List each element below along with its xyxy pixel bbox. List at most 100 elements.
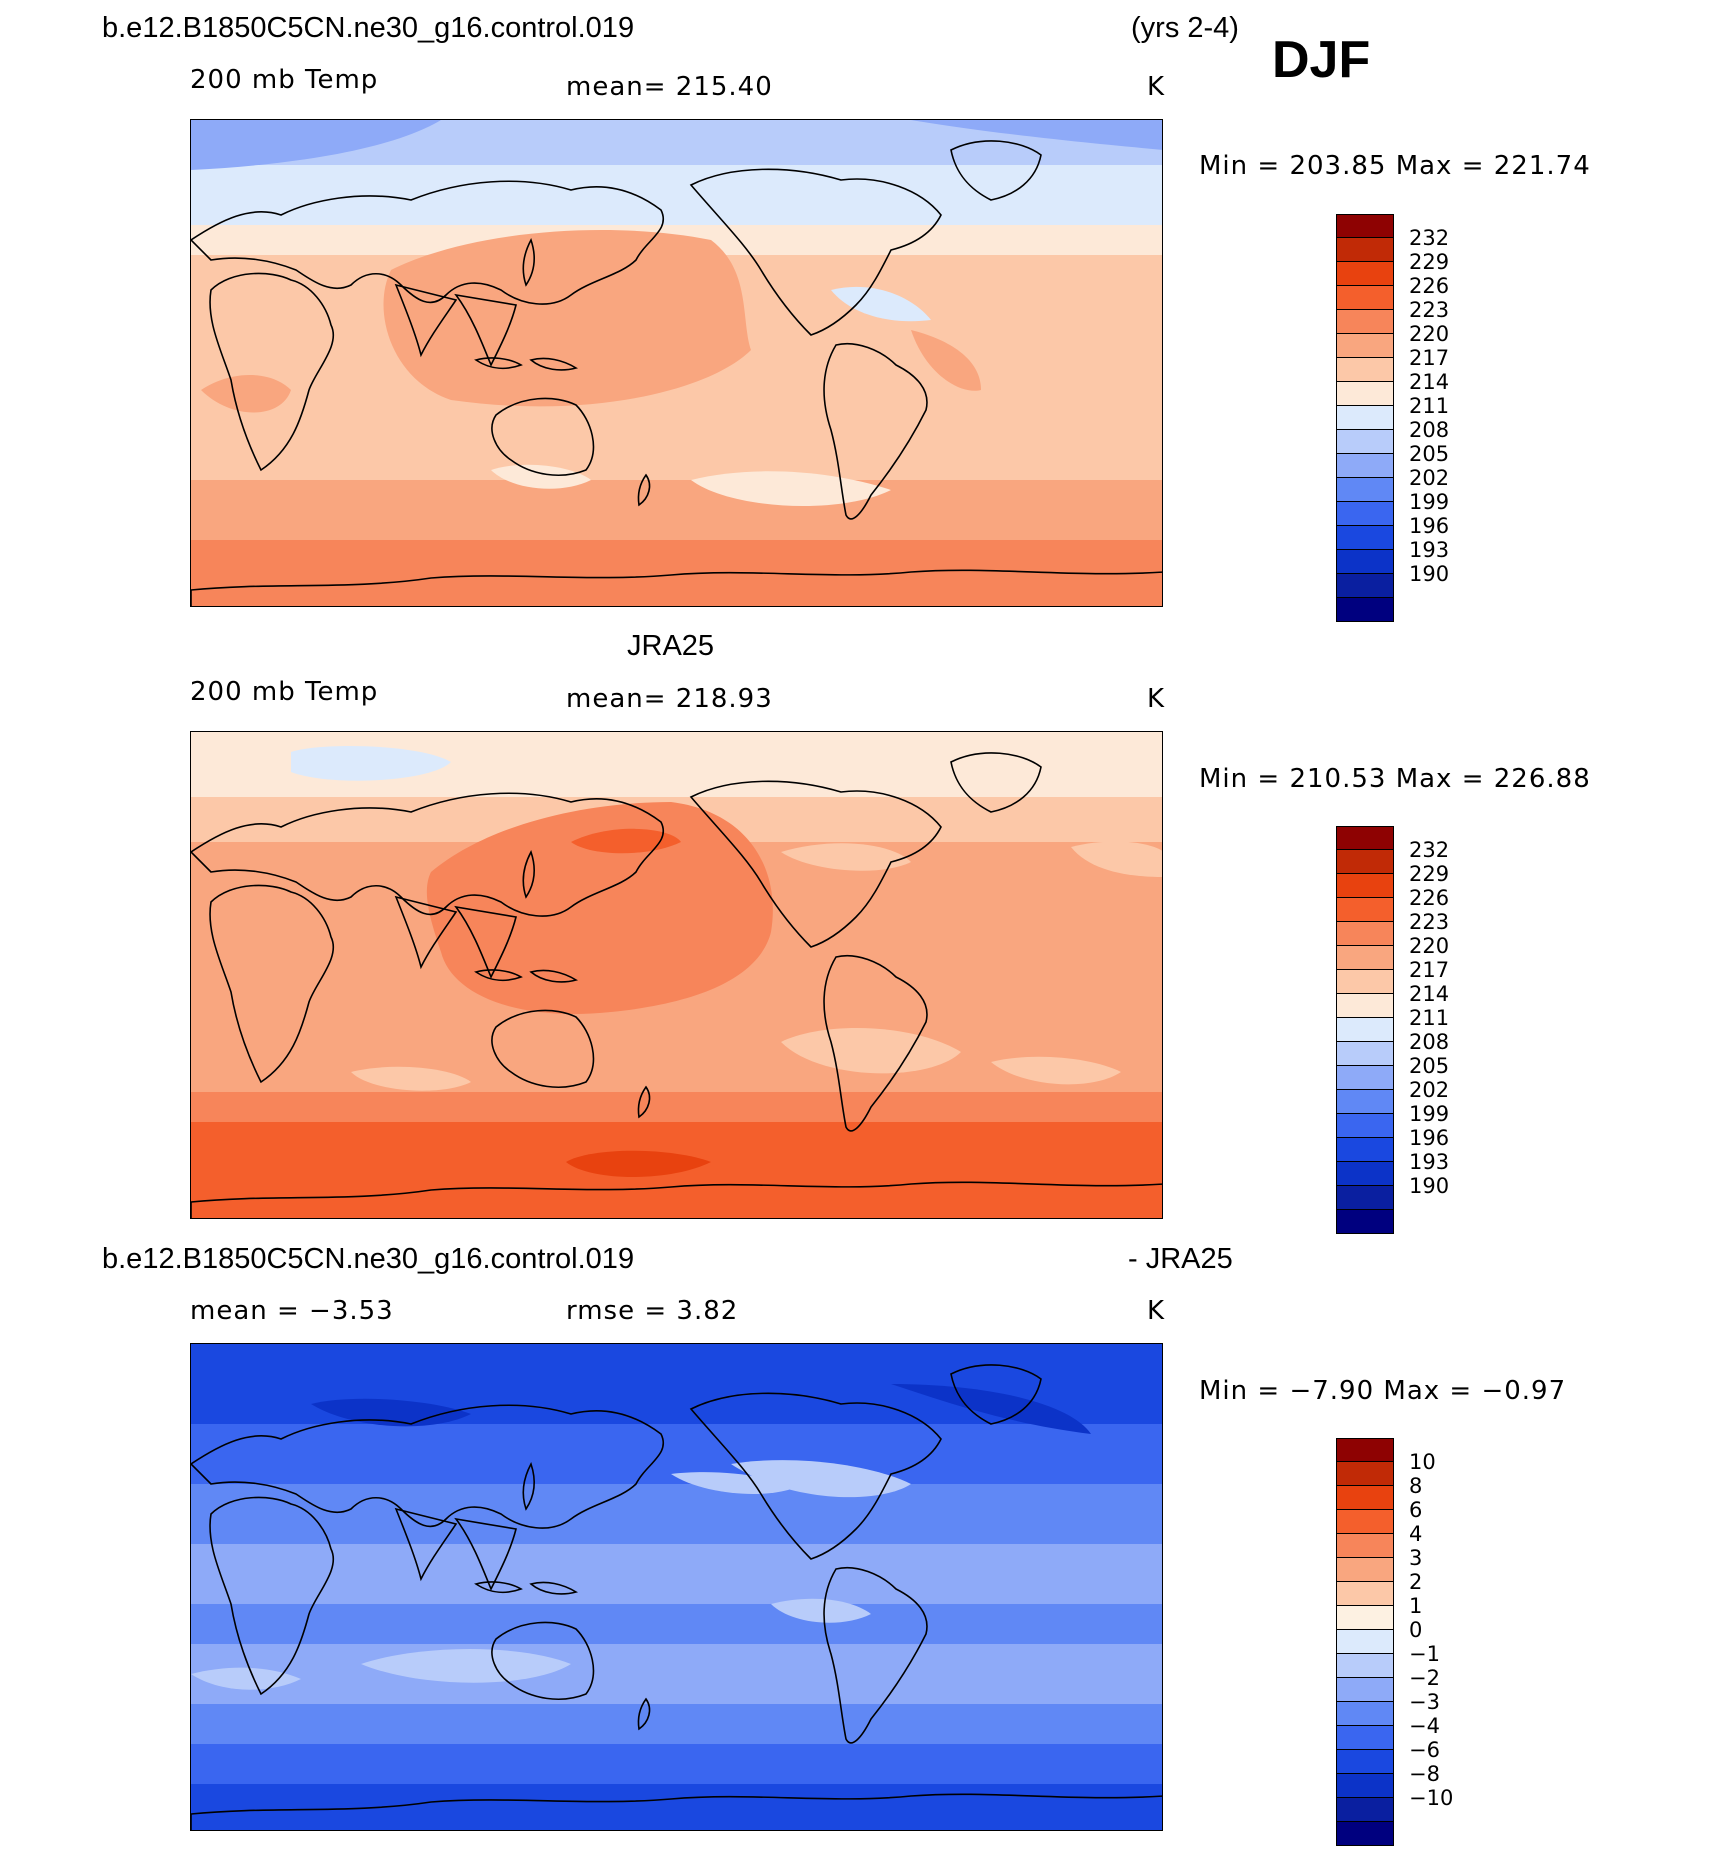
colorbar-tick-label: 199 [1409,1102,1450,1126]
colorbar-swatch [1336,1606,1394,1630]
colorbar-tick-label: 193 [1409,538,1450,562]
colorbar-swatch [1336,1654,1394,1678]
colorbar-swatch [1336,1582,1394,1606]
colorbar-tick-label: 220 [1409,934,1450,958]
colorbar-swatch [1336,1114,1394,1138]
colorbar-swatch [1336,598,1394,622]
colorbar-tick-label: 214 [1409,982,1450,1006]
colorbar-swatch [1336,1798,1394,1822]
colorbar-swatch [1336,286,1394,310]
colorbar-swatch [1336,1678,1394,1702]
colorbar-tick-label: 0 [1409,1618,1423,1642]
colorbar-swatch [1336,214,1394,238]
colorbar-tick-label: 1 [1409,1594,1423,1618]
colorbar-tick-label: 232 [1409,226,1450,250]
panel3-title-right: - JRA25 [1128,1243,1233,1275]
colorbar-swatch [1336,1066,1394,1090]
colorbar-tick-label: 220 [1409,322,1450,346]
panel3-units: K [1147,1296,1166,1326]
colorbar-tick-label: 217 [1409,958,1450,982]
years-label: (yrs 2-4) [1131,12,1239,44]
colorbar-swatch [1336,1210,1394,1234]
colorbar-tick-label: −2 [1409,1666,1440,1690]
colorbar-tick-label: 10 [1409,1450,1436,1474]
panel2-map [190,731,1163,1219]
colorbar-swatch [1336,478,1394,502]
colorbar-tick-label: −8 [1409,1762,1440,1786]
colorbar-tick-label: 3 [1409,1546,1423,1570]
colorbar-tick-label: 223 [1409,910,1450,934]
colorbar-swatch [1336,1702,1394,1726]
colorbar-tick-label: 4 [1409,1522,1423,1546]
colorbar-tick-label: 226 [1409,886,1450,910]
case-title: b.e12.B1850C5CN.ne30_g16.control.019 [102,12,635,44]
panel2-mean: mean= 218.93 [566,684,773,714]
colorbar-swatch [1336,874,1394,898]
colorbar-swatch [1336,238,1394,262]
colorbar-swatch [1336,334,1394,358]
colorbar-tick-label: 199 [1409,490,1450,514]
colorbar-tick-label: 226 [1409,274,1450,298]
colorbar-tick-label: 202 [1409,466,1450,490]
panel1-variable: 200 mb Temp [190,65,379,95]
panel3-minmax: Min = −7.90 Max = −0.97 [1199,1376,1567,1406]
colorbar-tick-label: 202 [1409,1078,1450,1102]
colorbar-swatch [1336,526,1394,550]
panel1-minmax: Min = 203.85 Max = 221.74 [1199,151,1591,181]
colorbar-swatch [1336,1726,1394,1750]
panel1-map [190,119,1163,607]
colorbar-tick-label: 208 [1409,418,1450,442]
colorbar-swatch [1336,1630,1394,1654]
colorbar-tick-label: 190 [1409,1174,1450,1198]
colorbar-tick-label: 196 [1409,1126,1450,1150]
colorbar-swatch [1336,922,1394,946]
panel1-colorbar: 232 229 226 223 220 217 214 211 208 205 202 199 196 1… [1336,214,1449,622]
colorbar-tick-label: 229 [1409,250,1450,274]
colorbar-tick-label: 211 [1409,1006,1450,1030]
colorbar-tick-label: 193 [1409,1150,1450,1174]
panel2-title: JRA25 [627,630,715,662]
colorbar-tick-label: 6 [1409,1498,1423,1522]
colorbar-swatch [1336,1042,1394,1066]
colorbar-tick-label: 223 [1409,298,1450,322]
panel2-variable: 200 mb Temp [190,677,379,707]
colorbar-swatch [1336,1822,1394,1846]
colorbar-swatch [1336,1558,1394,1582]
colorbar-swatch [1336,550,1394,574]
colorbar-swatch [1336,994,1394,1018]
colorbar-swatch [1336,310,1394,334]
colorbar-swatch [1336,1534,1394,1558]
colorbar-tick-label: 190 [1409,562,1450,586]
panel2-minmax: Min = 210.53 Max = 226.88 [1199,764,1591,794]
colorbar-swatch [1336,826,1394,850]
colorbar-tick-label: −6 [1409,1738,1440,1762]
colorbar-tick-label: 205 [1409,1054,1450,1078]
colorbar-tick-label: 196 [1409,514,1450,538]
colorbar-swatch [1336,430,1394,454]
colorbar-tick-label: 232 [1409,838,1450,862]
colorbar-swatch [1336,898,1394,922]
colorbar-swatch [1336,1186,1394,1210]
panel3-colorbar: 10 8 6 4 3 2 1 0 −1 −2 −3 −4 −6 −8 −10 [1336,1438,1453,1846]
colorbar-swatch [1336,1018,1394,1042]
colorbar-swatch [1336,1750,1394,1774]
colorbar-swatch [1336,1486,1394,1510]
colorbar-swatch [1336,850,1394,874]
panel3-map [190,1343,1163,1831]
panel1-units: K [1147,72,1166,102]
colorbar-swatch [1336,946,1394,970]
colorbar-tick-label: −10 [1409,1786,1454,1810]
colorbar-swatch [1336,262,1394,286]
colorbar-tick-label: 8 [1409,1474,1423,1498]
colorbar-swatch [1336,382,1394,406]
colorbar-swatch [1336,1162,1394,1186]
colorbar-swatch [1336,970,1394,994]
colorbar-tick-label: 205 [1409,442,1450,466]
panel3-rmse: rmse = 3.82 [566,1296,739,1326]
colorbar-swatch [1336,1138,1394,1162]
panel2-colorbar: 232 229 226 223 220 217 214 211 208 205 202 199 196 1… [1336,826,1449,1234]
colorbar-tick-label: 2 [1409,1570,1423,1594]
colorbar-swatch [1336,1462,1394,1486]
colorbar-tick-label: 211 [1409,394,1450,418]
panel2-units: K [1147,684,1166,714]
